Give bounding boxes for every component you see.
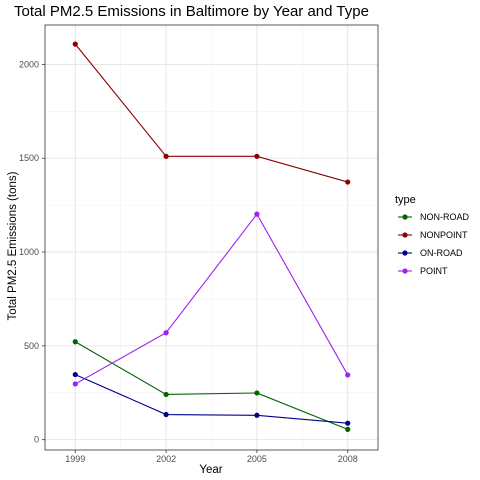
x-tick-label: 2002: [156, 454, 176, 464]
y-tick-label: 0: [34, 435, 39, 445]
plot-panel: [44, 24, 379, 451]
y-tick-label: 2000: [19, 59, 39, 69]
legend-key-point-on-road: [402, 250, 408, 256]
x-tick-label: 2005: [247, 454, 267, 464]
data-point-nonpoint: [72, 41, 78, 47]
y-axis: 0 500 1000 1500 2000: [19, 59, 45, 445]
data-point-non-road: [72, 339, 78, 345]
data-point-on-road: [345, 420, 351, 426]
data-point-non-road: [254, 390, 260, 396]
major-gridlines: [45, 25, 378, 450]
series-line-nonpoint: [74, 43, 348, 183]
y-tick-label: 1500: [19, 153, 39, 163]
legend-key-point-nonpoint: [402, 232, 408, 238]
data-point-nonpoint: [345, 179, 351, 185]
data-point-point: [72, 381, 78, 387]
legend-label-nonpoint: NONPOINT: [420, 230, 468, 240]
legend: type NON-ROAD NONPOINT ON-ROAD POINT: [395, 194, 469, 276]
legend-label-on-road: ON-ROAD: [420, 248, 463, 258]
data-point-non-road: [345, 426, 351, 432]
series-line-point: [75, 213, 349, 385]
x-tick-label: 2008: [338, 454, 358, 464]
series-line-on-road: [75, 374, 348, 424]
data-point-non-road: [163, 391, 169, 398]
y-tick-label: 1000: [19, 247, 39, 257]
legend-key-point-non-road: [402, 214, 408, 220]
y-axis-title: Total PM2.5 Emissions (tons): [7, 171, 19, 320]
x-axis-title: Year: [199, 464, 222, 476]
chart-title: Total PM2.5 Emissions in Baltimore by Ye…: [14, 3, 369, 20]
data-point-nonpoint: [163, 153, 169, 159]
data-point-nonpoint: [254, 153, 260, 159]
y-tick-label: 500: [24, 341, 39, 351]
x-axis: 1999 2002 2005 2008: [65, 450, 358, 464]
data-point-on-road: [72, 371, 78, 378]
legend-title: type: [395, 194, 416, 206]
data-point-on-road: [163, 411, 169, 418]
series-line-non-road: [74, 341, 348, 430]
legend-key-point-point: [402, 268, 408, 274]
data-point-point: [254, 211, 260, 217]
data-point-on-road: [254, 412, 260, 418]
legend-label-point: POINT: [420, 266, 448, 276]
legend-label-non-road: NON-ROAD: [420, 212, 469, 222]
series-points: [72, 41, 351, 432]
x-tick-label: 1999: [65, 454, 85, 464]
series-lines: [74, 43, 349, 430]
data-point-point: [163, 330, 169, 336]
data-point-point: [345, 372, 351, 378]
minor-gridlines: [45, 25, 378, 450]
